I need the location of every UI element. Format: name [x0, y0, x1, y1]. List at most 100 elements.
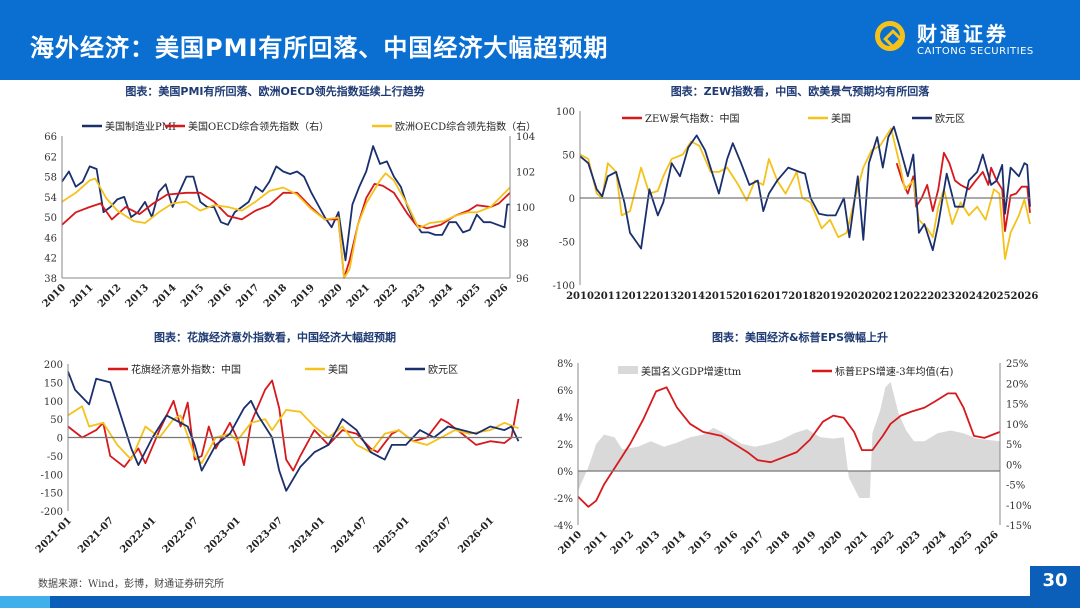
- x-tick-label: 2023-01: [203, 515, 243, 555]
- caitong-logo: 财通证券 CAITONG SECURITIES: [875, 18, 1065, 62]
- legend-label: 花旗经济意外指数：中国: [131, 363, 241, 376]
- x-tick-label: 2025: [983, 291, 1011, 302]
- x-tick-label: 2011: [594, 291, 622, 302]
- legend-label: 欧洲OECD综合领先指数（右）: [395, 120, 536, 133]
- x-tick-label: 2018: [788, 291, 816, 302]
- legend-label: 美国: [328, 363, 348, 376]
- x-tick-label: 2019: [290, 282, 317, 309]
- chart-4: -4% -2% 0% 2% 4% 6% 8% -15% -10% -5% 0% 5% 10% 15% 20%…: [554, 359, 1032, 557]
- x-tick-label: 2017: [761, 291, 789, 302]
- x-tick-label: 2010: [557, 529, 584, 556]
- x-tick-label: 2022: [373, 282, 400, 309]
- y-tick-label: 62: [44, 152, 57, 163]
- x-tick-label: 2013: [124, 282, 151, 309]
- legend-label: 美国制造业PMI: [105, 120, 176, 133]
- x-tick-label: 2015: [687, 529, 714, 556]
- x-tick-label: 2024: [428, 282, 455, 309]
- chart-4-title: 图表：美国经济&标普EPS微幅上升: [711, 331, 889, 344]
- y-right-tick-label: -15%: [1006, 521, 1032, 532]
- x-tick-label: 2013: [635, 529, 662, 556]
- y-tick-label: -2%: [554, 494, 573, 505]
- y-tick-label: 0: [57, 434, 63, 445]
- logo-text-cn: 财通证券: [917, 22, 1009, 46]
- x-tick-label: 2018: [262, 282, 289, 309]
- y-tick-label: 50: [44, 213, 57, 224]
- x-tick-label: 2012: [609, 529, 636, 556]
- y-tick-label: 200: [44, 360, 63, 371]
- x-tick-label: 2015: [179, 282, 206, 309]
- x-tick-label: 2025-01: [372, 515, 412, 555]
- x-tick-label: 2026-01: [456, 515, 496, 555]
- x-tick-label: 2021: [345, 282, 372, 309]
- x-tick-label: 2014: [661, 529, 688, 556]
- data-source-note: 数据来源：Wind，彭博，财通证券研究所: [38, 579, 225, 590]
- y-tick-label: 38: [44, 274, 57, 285]
- y-right-tick-label: 96: [516, 274, 529, 285]
- y-tick-label: 6%: [557, 386, 573, 397]
- x-tick-label: 2026: [483, 282, 510, 309]
- x-tick-label: 2021-07: [76, 515, 116, 555]
- y-right-tick-label: 102: [516, 168, 535, 179]
- x-tick-label: 2013: [649, 291, 677, 302]
- legend-label: 标普EPS增速-3年均值(右): [835, 365, 954, 378]
- y-tick-label: 50: [50, 415, 63, 426]
- y-right-tick-label: -10%: [1006, 501, 1032, 512]
- y-right-tick-label: -5%: [1006, 481, 1025, 492]
- x-tick-label: 2023: [895, 529, 922, 556]
- y-tick-label: 0%: [557, 467, 573, 478]
- y-tick-label: 66: [44, 132, 57, 143]
- logo-emblem-icon: [875, 21, 905, 51]
- page-title: 海外经济：美国PMI有所回落、中国经济大幅超预期: [30, 34, 609, 62]
- x-tick-label: 2020: [317, 282, 344, 309]
- x-tick-label: 2012: [622, 291, 650, 302]
- y-tick-label: 150: [44, 378, 63, 389]
- legend-swatch: [618, 366, 638, 374]
- x-tick-label: 2022-01: [118, 515, 158, 555]
- y-right-tick-label: 15%: [1006, 400, 1028, 411]
- x-tick-label: 2024: [921, 529, 948, 556]
- x-tick-label: 2022: [869, 529, 896, 556]
- x-tick-label: 2025: [947, 529, 974, 556]
- legend-label: 美国OECD综合领先指数（右）: [188, 120, 329, 133]
- x-tick-label: 2026: [1011, 291, 1039, 302]
- y-tick-label: -150: [41, 489, 63, 500]
- series-area-1: [578, 381, 1000, 498]
- y-tick-label: 50: [562, 151, 575, 162]
- x-tick-label: 2022-07: [161, 515, 201, 555]
- series-line-3: [579, 125, 1031, 252]
- x-tick-label: 2023-07: [245, 515, 285, 555]
- x-tick-label: 2017: [739, 529, 766, 556]
- y-tick-label: 4%: [557, 413, 573, 424]
- x-tick-label: 2021-01: [34, 515, 74, 555]
- x-tick-label: 2026: [973, 529, 1000, 556]
- x-tick-label: 2021: [872, 291, 900, 302]
- x-tick-label: 2010: [41, 282, 68, 309]
- chart-3-title: 图表：花旗经济意外指数看，中国经济大幅超预期: [154, 331, 396, 344]
- y-tick-label: -200: [41, 507, 63, 518]
- y-tick-label: -100: [553, 281, 575, 292]
- y-tick-label: 54: [44, 193, 57, 204]
- series-line-3: [61, 172, 511, 279]
- x-tick-label: 2024: [955, 291, 983, 302]
- x-tick-label: 2020: [844, 291, 872, 302]
- x-tick-label: 2019: [791, 529, 818, 556]
- chart-3: -200 -150 -100 -50 0 50 100 150 200 2021-01 2021-0…: [34, 360, 522, 556]
- x-tick-label: 2010: [566, 291, 594, 302]
- header-bar: 海外经济：美国PMI有所回落、中国经济大幅超预期 财通证券 CAITONG SE…: [0, 0, 1080, 80]
- x-tick-label: 2014: [151, 282, 178, 309]
- y-tick-label: 46: [44, 233, 57, 244]
- x-tick-label: 2020: [817, 529, 844, 556]
- y-tick-label: -4%: [554, 521, 573, 532]
- chart-1-title: 图表：美国PMI有所回落、欧洲OECD领先指数延续上行趋势: [125, 85, 425, 98]
- footer-bar: [0, 596, 1080, 608]
- y-right-tick-label: 25%: [1006, 359, 1028, 370]
- x-tick-label: 2024-01: [287, 515, 327, 555]
- x-tick-label: 2016: [207, 282, 234, 309]
- legend-label: 欧元区: [935, 113, 965, 125]
- series-line-2: [577, 386, 1001, 508]
- x-tick-label: 2015: [705, 291, 733, 302]
- y-tick-label: 8%: [557, 359, 573, 370]
